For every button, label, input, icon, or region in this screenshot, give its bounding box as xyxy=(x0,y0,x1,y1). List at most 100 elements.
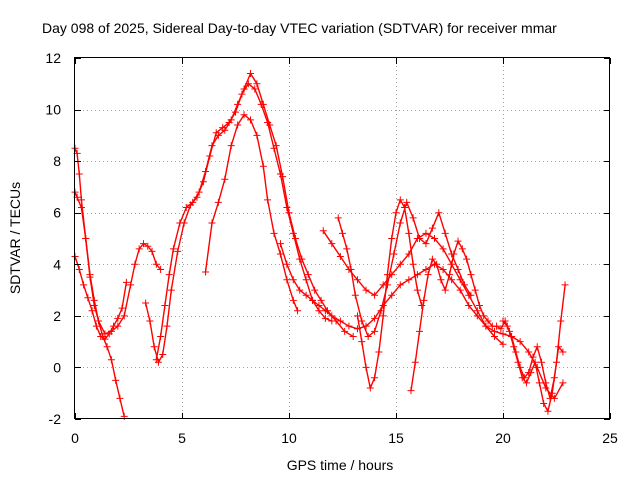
data-point xyxy=(371,327,379,335)
data-point xyxy=(475,302,483,310)
data-point xyxy=(362,286,370,294)
data-point xyxy=(167,286,175,294)
data-point xyxy=(234,100,242,108)
data-point xyxy=(353,276,361,284)
data-point xyxy=(208,142,216,150)
data-point xyxy=(169,245,177,253)
data-point xyxy=(227,116,235,124)
data-point xyxy=(142,299,150,307)
data-point xyxy=(499,330,507,338)
data-point xyxy=(411,358,419,366)
data-point xyxy=(302,291,310,299)
series-track-10 xyxy=(353,196,426,392)
series-track-6 xyxy=(202,111,302,315)
x-tick-label: 15 xyxy=(388,430,404,446)
data-point xyxy=(366,384,374,392)
x-tick-label: 5 xyxy=(178,430,186,446)
data-point xyxy=(516,363,524,371)
data-point xyxy=(428,224,436,232)
data-point xyxy=(75,170,83,178)
data-point xyxy=(497,325,505,333)
data-point xyxy=(221,126,229,134)
data-point xyxy=(424,271,432,279)
series-track-8 xyxy=(319,227,507,348)
data-point xyxy=(114,314,122,322)
data-point xyxy=(328,312,336,320)
data-point xyxy=(388,235,396,242)
data-point xyxy=(302,276,310,284)
data-point xyxy=(97,332,105,340)
data-point xyxy=(416,235,424,242)
data-point xyxy=(345,322,353,330)
data-point xyxy=(499,340,507,348)
data-point xyxy=(336,317,344,325)
data-point xyxy=(289,296,297,304)
data-point xyxy=(422,229,430,237)
series-line xyxy=(155,72,354,360)
series-line xyxy=(279,243,564,400)
series-track-9 xyxy=(334,198,475,340)
data-point xyxy=(152,356,160,364)
data-point xyxy=(264,196,272,204)
data-point xyxy=(508,332,516,340)
y-tick-label: 10 xyxy=(45,102,61,118)
data-point xyxy=(105,330,113,338)
data-point xyxy=(343,245,351,253)
chart-title: Day 098 of 2025, Sidereal Day-to-day VTE… xyxy=(42,20,557,36)
data-point xyxy=(482,322,490,330)
data-point xyxy=(112,376,120,384)
y-tick-labels: -2 0 2 4 6 8 10 12 xyxy=(45,50,61,427)
data-point xyxy=(437,276,445,284)
data-point xyxy=(75,265,83,273)
data-point xyxy=(202,268,210,276)
data-point xyxy=(95,317,103,325)
data-point xyxy=(279,173,287,181)
data-point xyxy=(341,327,349,335)
data-point xyxy=(557,317,565,325)
data-point xyxy=(439,245,447,253)
data-point xyxy=(311,286,319,294)
series-track-5 xyxy=(152,69,357,364)
data-point xyxy=(285,209,293,217)
x-tick-label: 25 xyxy=(602,430,618,446)
data-point xyxy=(473,307,481,315)
data-point xyxy=(540,400,548,408)
data-point xyxy=(433,260,441,268)
data-point xyxy=(441,286,449,294)
data-point xyxy=(195,188,203,196)
y-tick-label: 4 xyxy=(53,256,61,272)
data-point xyxy=(253,80,261,88)
data-point xyxy=(86,271,94,279)
data-point xyxy=(253,131,261,139)
data-point xyxy=(240,111,248,119)
data-point xyxy=(409,260,417,268)
y-tick-label: 6 xyxy=(53,205,61,221)
data-point xyxy=(208,219,216,227)
data-point xyxy=(401,204,409,212)
series-line xyxy=(204,114,299,311)
data-point xyxy=(296,286,304,294)
data-point xyxy=(407,387,415,395)
data-point xyxy=(315,302,323,310)
data-point xyxy=(520,374,528,382)
y-tick-label: 12 xyxy=(45,50,61,66)
data-point xyxy=(383,271,391,279)
data-point xyxy=(503,322,511,330)
y-tick-label: 8 xyxy=(53,153,61,169)
data-point xyxy=(174,247,182,255)
data-point xyxy=(334,214,342,222)
data-point xyxy=(339,229,346,237)
data-point xyxy=(409,214,417,222)
data-point xyxy=(446,271,453,279)
data-point xyxy=(535,379,543,387)
data-point xyxy=(392,209,400,217)
data-point xyxy=(336,253,344,261)
data-point xyxy=(458,245,466,253)
data-point xyxy=(493,322,501,330)
x-tick-label: 0 xyxy=(71,430,79,446)
data-point xyxy=(416,327,424,335)
data-point xyxy=(405,229,413,237)
data-point xyxy=(304,271,312,279)
data-point xyxy=(559,379,567,387)
